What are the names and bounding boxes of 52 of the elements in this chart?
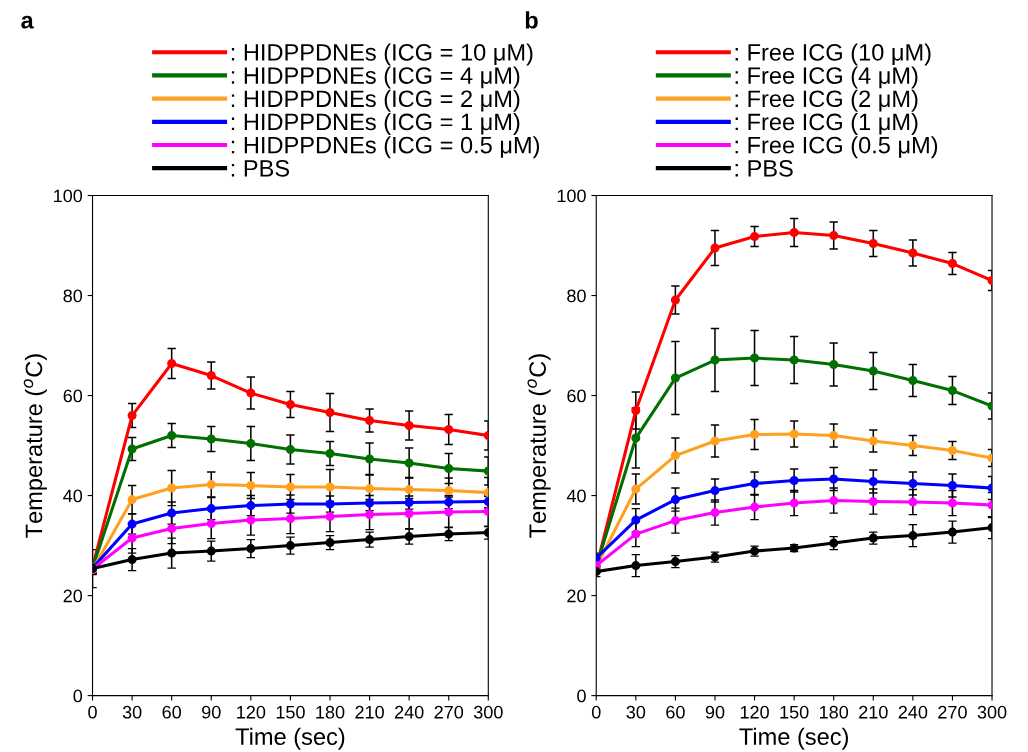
x-tick-label: 210 xyxy=(859,705,888,719)
y-axis-title: Temperature ($^{o}$C) xyxy=(23,354,47,538)
y-tick-label: 20 xyxy=(567,589,586,603)
y-tick-label: 80 xyxy=(567,289,586,303)
x-tick-label: 30 xyxy=(626,705,646,719)
y-tick-label: 40 xyxy=(63,489,83,503)
y-tick-label: 40 xyxy=(566,489,586,503)
legend-label: : Free ICG (4 μM) xyxy=(735,66,918,89)
legend-label: : Free ICG (1 μM) xyxy=(735,112,918,135)
x-tick-label: 120 xyxy=(237,705,266,719)
x-tick-label: 180 xyxy=(820,705,849,719)
x-tick-label: 300 xyxy=(977,705,1007,719)
x-tick-label: 180 xyxy=(316,705,345,719)
legend-label: : HIDPPDNEs (ICG = 10 μM) xyxy=(231,43,533,66)
x-tick-label: 240 xyxy=(898,705,928,719)
y-tick-label: 60 xyxy=(567,389,586,403)
x-tick-label: 150 xyxy=(276,705,305,719)
x-tick-label: 300 xyxy=(473,705,503,719)
y-tick-label: 80 xyxy=(63,289,83,303)
chart-title: a xyxy=(21,15,34,29)
y-tick-label: 100 xyxy=(557,189,586,203)
legend-label: : PBS xyxy=(735,159,793,177)
x-axis-title: Time (sec) xyxy=(739,727,848,750)
x-tick-label: 90 xyxy=(705,705,725,719)
legend-label: : HIDPPDNEs (ICG = 0.5 μM) xyxy=(231,136,540,159)
x-tick-label: 60 xyxy=(162,705,182,719)
legend-label: : HIDPPDNEs (ICG = 1 μM) xyxy=(231,112,520,135)
legend-label: : Free ICG (2 μM) xyxy=(735,89,918,112)
y-axis-title: Temperature ($^{o}$C) xyxy=(527,354,551,538)
x-tick-label: 240 xyxy=(394,705,424,719)
legend-label: : HIDPPDNEs (ICG = 2 μM) xyxy=(231,89,520,112)
x-tick-label: 90 xyxy=(202,705,221,719)
x-tick-label: 30 xyxy=(122,705,142,719)
x-tick-label: 60 xyxy=(666,705,685,719)
chart-title: b xyxy=(525,11,538,29)
x-tick-label: 0 xyxy=(88,705,97,719)
x-tick-label: 0 xyxy=(591,705,601,719)
x-axis-title: Time (sec) xyxy=(235,727,345,750)
y-tick-label: 0 xyxy=(73,689,83,703)
y-tick-label: 100 xyxy=(54,189,83,203)
x-tick-label: 210 xyxy=(355,705,384,719)
x-tick-label: 270 xyxy=(434,705,464,719)
legend-label: : PBS xyxy=(231,159,290,177)
x-tick-label: 150 xyxy=(780,705,809,719)
y-tick-label: 0 xyxy=(577,689,586,703)
legend-label: : HIDPPDNEs (ICG = 4 μM) xyxy=(231,66,520,89)
y-tick-label: 60 xyxy=(63,389,83,403)
x-tick-label: 120 xyxy=(740,705,769,719)
y-tick-label: 20 xyxy=(63,589,83,603)
x-tick-label: 270 xyxy=(938,705,967,719)
legend-label: : Free ICG (10 μM) xyxy=(735,43,931,66)
legend-label: : Free ICG (0.5 μM) xyxy=(735,136,938,159)
